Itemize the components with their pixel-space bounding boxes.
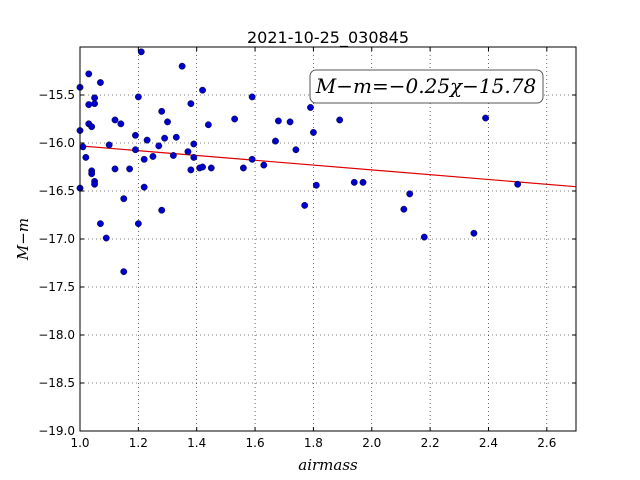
annotation-box	[309, 69, 544, 104]
fit-line	[79, 145, 577, 188]
x-tick-label: 2.0	[362, 436, 381, 450]
data-point	[134, 220, 142, 228]
data-point	[134, 93, 142, 101]
data-point	[199, 86, 206, 94]
ticks: 1.0 1.2 1.4 1.6 1.8 2.0 2.2 2.4 2.6 −15.5 −16.0 −16…	[38, 47, 576, 450]
y-tick-label: −16.0	[38, 136, 75, 150]
chart-title: 2021-10-25_030845	[247, 28, 409, 48]
data-point	[164, 118, 171, 126]
data-point	[158, 206, 166, 214]
data-point	[482, 114, 489, 122]
data-point	[350, 178, 358, 186]
data-point	[85, 101, 93, 109]
data-point	[97, 220, 104, 228]
x-tick-label: 1.0	[70, 436, 89, 450]
data-point	[312, 181, 320, 189]
data-point	[292, 146, 300, 154]
data-point	[140, 183, 148, 191]
data-point	[187, 100, 195, 108]
data-point	[111, 165, 119, 173]
data-point	[88, 123, 96, 131]
y-tick-label: −17.5	[38, 280, 75, 294]
data-point	[406, 190, 414, 198]
data-point	[286, 118, 294, 126]
data-point	[199, 163, 206, 171]
data-point	[272, 137, 279, 145]
data-point	[307, 104, 314, 111]
data-point	[132, 131, 139, 139]
data-point	[231, 115, 239, 123]
data-point	[143, 136, 151, 144]
data-point	[420, 233, 428, 241]
data-point	[187, 166, 195, 174]
data-point	[132, 146, 139, 154]
data-point	[239, 164, 247, 172]
data-point	[359, 178, 367, 186]
data-point	[161, 134, 169, 142]
data-point	[400, 205, 408, 213]
annotation-text: M−m=−0.25χ−15.78	[315, 74, 536, 98]
data-point	[155, 142, 163, 150]
data-point	[88, 170, 96, 178]
data-point	[102, 234, 110, 242]
data-point	[336, 116, 344, 124]
data-point	[204, 121, 212, 129]
data-point	[158, 107, 166, 115]
x-tick-label: 2.2	[421, 436, 440, 450]
data-points	[76, 48, 522, 276]
data-point	[470, 229, 478, 237]
x-tick-label: 1.8	[304, 436, 323, 450]
data-point	[82, 153, 90, 161]
data-point	[178, 62, 186, 70]
x-tick-label: 2.4	[479, 436, 498, 450]
x-tick-label: 1.4	[187, 436, 206, 450]
data-point	[79, 143, 87, 151]
data-point	[149, 153, 157, 160]
data-point	[184, 148, 192, 156]
y-tick-label: −17.0	[38, 232, 75, 246]
data-point	[117, 120, 125, 128]
data-point	[105, 141, 113, 149]
data-point	[97, 79, 104, 86]
data-point	[514, 180, 522, 188]
y-tick-label: −15.5	[38, 88, 75, 102]
data-point	[207, 164, 215, 172]
data-point	[91, 180, 98, 188]
data-point	[126, 165, 134, 173]
y-tick-label: −18.5	[38, 376, 75, 390]
data-point	[91, 100, 98, 108]
data-point	[301, 201, 309, 209]
data-point	[260, 161, 268, 169]
data-point	[169, 152, 177, 159]
data-point	[190, 153, 198, 161]
y-tick-label: −18.0	[38, 328, 75, 342]
y-tick-label: −19.0	[38, 424, 75, 438]
x-tick-label: 2.6	[537, 436, 556, 450]
x-tick-label: 1.6	[246, 436, 265, 450]
data-point	[310, 129, 317, 136]
data-point	[172, 133, 180, 141]
data-point	[120, 268, 128, 276]
y-tick-label: −16.5	[38, 184, 75, 198]
fit-line-group	[79, 145, 577, 188]
data-point	[140, 155, 148, 163]
data-point	[274, 117, 282, 125]
data-point	[248, 155, 256, 163]
data-point	[91, 94, 98, 102]
data-point	[190, 140, 198, 148]
data-point	[248, 93, 256, 101]
y-axis-label: M−m	[14, 218, 32, 261]
data-point	[137, 48, 145, 56]
data-point	[120, 195, 128, 203]
x-axis-label: airmass	[298, 456, 358, 474]
data-point	[85, 70, 93, 78]
x-tick-label: 1.2	[129, 436, 148, 450]
data-point	[111, 116, 119, 124]
fit-annotation: M−m=−0.25χ−15.78	[309, 69, 544, 104]
